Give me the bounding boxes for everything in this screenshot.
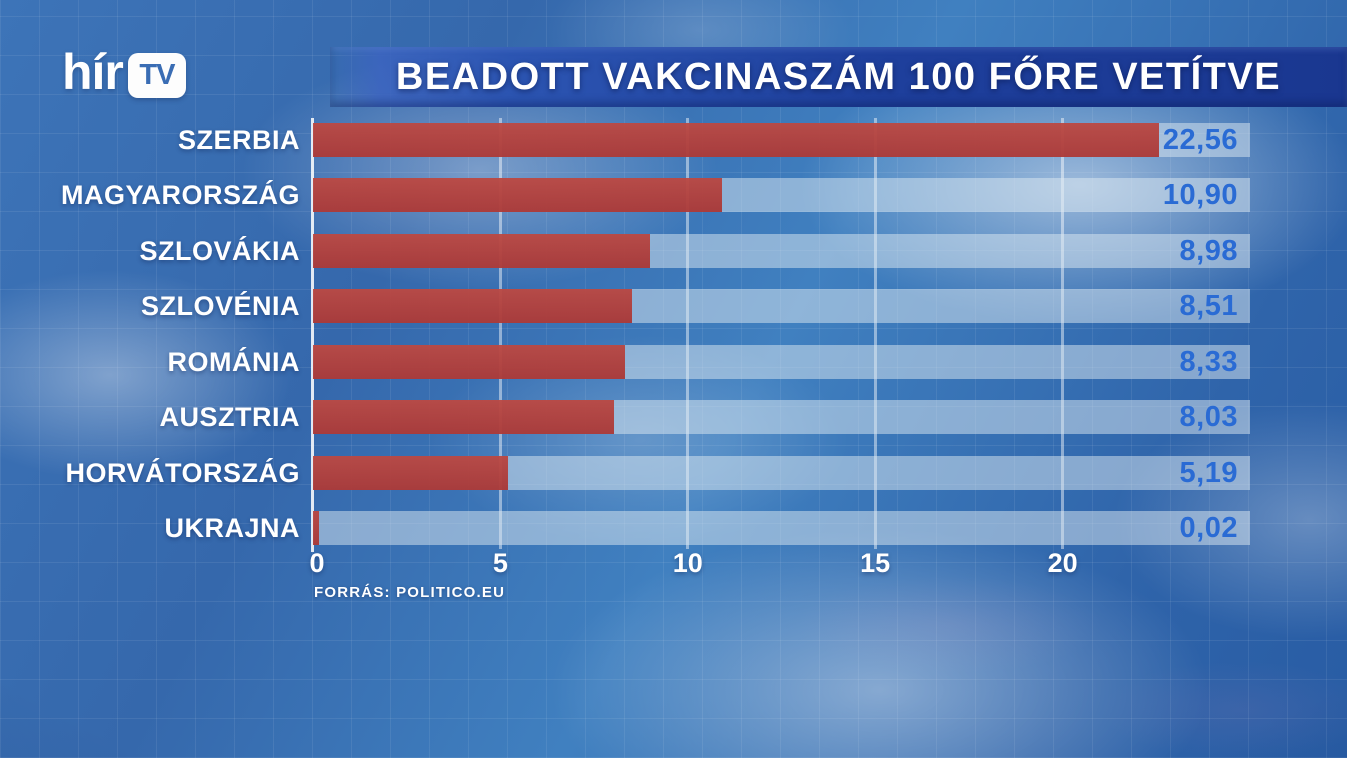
bar-chart: FORRÁS: POLITICO.EU 0 5 10 15 20 SZERBIA 22,… [0, 118, 1347, 643]
gridline-5 [498, 118, 502, 549]
country-label: SZLOVÁKIA [139, 235, 300, 266]
value-label: 10,90 [1162, 179, 1238, 212]
bar [313, 400, 614, 435]
x-tick-5: 5 [492, 548, 508, 578]
value-label: 8,03 [1179, 401, 1238, 434]
source-credit: FORRÁS: POLITICO.EU [314, 584, 506, 601]
value-label: 5,19 [1179, 456, 1238, 489]
country-label: HORVÁTORSZÁG [65, 457, 300, 488]
bar [313, 289, 632, 324]
value-label: 8,33 [1179, 345, 1238, 378]
bar [313, 233, 650, 268]
bar [313, 178, 722, 213]
bar-track [313, 511, 1250, 546]
chart-row: SZLOVÁKIA 8,98 [0, 233, 1250, 268]
value-label: 22,56 [1162, 124, 1238, 156]
country-label: ROMÁNIA [167, 346, 300, 377]
value-label: 0,02 [1179, 512, 1238, 545]
country-label: SZLOVÉNIA [140, 291, 300, 322]
country-label: UKRAJNA [164, 513, 300, 544]
gridline-15 [873, 118, 877, 549]
chart-row: AUSZTRIA 8,03 [0, 400, 1250, 435]
bar [313, 511, 319, 546]
country-label: AUSZTRIA [159, 402, 300, 433]
chart-title: BEADOTT VAKCINASZÁM 100 FŐRE VETÍTVE [395, 55, 1282, 98]
hirtv-logo-text: hír [62, 44, 124, 100]
gridline-20 [1061, 118, 1065, 549]
chart-row: HORVÁTORSZÁG 5,19 [0, 455, 1250, 490]
country-label: SZERBIA [177, 125, 300, 155]
country-label: MAGYARORSZÁG [60, 180, 300, 211]
gridline-10 [686, 118, 690, 549]
bar [313, 455, 508, 490]
chart-row: SZERBIA 22,56 [0, 123, 1250, 157]
x-tick-0: 0 [309, 548, 325, 578]
y-axis-line [311, 118, 314, 552]
bar [313, 344, 626, 379]
chart-row: MAGYARORSZÁG 10,90 [0, 178, 1250, 213]
bar [313, 123, 1159, 157]
value-label: 8,98 [1179, 234, 1238, 267]
chart-row: SZLOVÉNIA 8,51 [0, 289, 1250, 324]
x-tick-15: 15 [860, 548, 891, 578]
value-label: 8,51 [1179, 290, 1238, 323]
hirtv-logo-tv-box: TV [127, 52, 186, 98]
chart-row: ROMÁNIA 8,33 [0, 344, 1250, 379]
x-tick-20: 20 [1047, 548, 1078, 578]
title-band: BEADOTT VAKCINASZÁM 100 FŐRE VETÍTVE [330, 47, 1347, 107]
chart-row: UKRAJNA 0,02 [0, 511, 1250, 546]
x-tick-10: 10 [672, 548, 703, 578]
hirtv-logo: hír TV [62, 44, 186, 102]
